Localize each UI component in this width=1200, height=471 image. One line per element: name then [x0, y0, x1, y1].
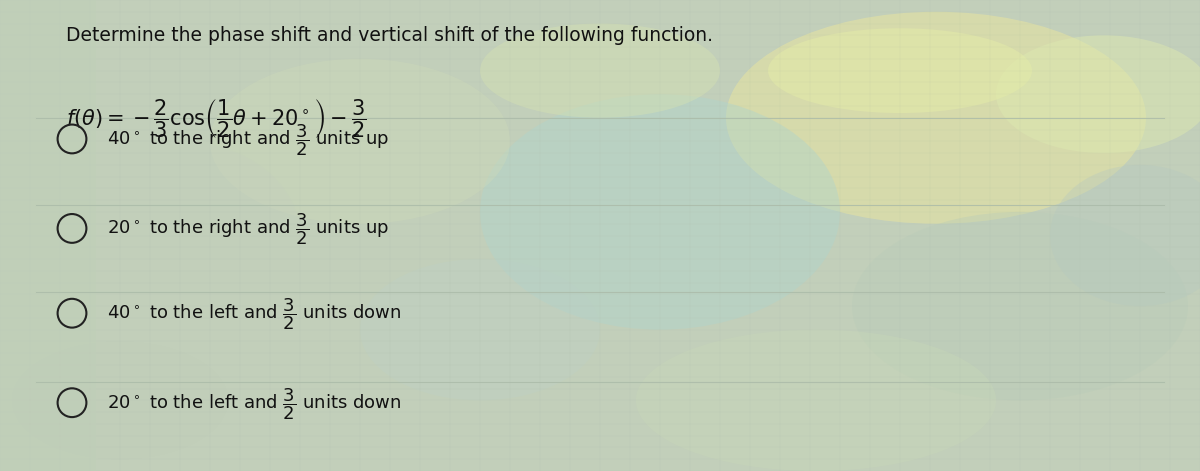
Ellipse shape — [210, 59, 510, 224]
Bar — [0, 0, 96, 471]
Ellipse shape — [768, 28, 1032, 113]
Text: $f(\theta) = -\dfrac{2}{3}\cos\!\left(\dfrac{1}{2}\theta + 20^\circ\right) - \df: $f(\theta) = -\dfrac{2}{3}\cos\!\left(\d… — [66, 97, 367, 139]
Ellipse shape — [996, 35, 1200, 153]
Ellipse shape — [480, 24, 720, 118]
Ellipse shape — [852, 212, 1188, 400]
Ellipse shape — [1050, 165, 1200, 306]
Ellipse shape — [60, 141, 300, 330]
Text: $20^\circ$ to the left and $\dfrac{3}{2}$ units down: $20^\circ$ to the left and $\dfrac{3}{2}… — [107, 386, 401, 422]
Text: $40^\circ$ to the left and $\dfrac{3}{2}$ units down: $40^\circ$ to the left and $\dfrac{3}{2}… — [107, 296, 401, 332]
Ellipse shape — [360, 259, 600, 400]
Ellipse shape — [726, 12, 1146, 224]
Ellipse shape — [12, 341, 228, 459]
Ellipse shape — [480, 94, 840, 330]
Text: $40^\circ$ to the right and $\dfrac{3}{2}$ units up: $40^\circ$ to the right and $\dfrac{3}{2… — [107, 122, 389, 158]
Text: Determine the phase shift and vertical shift of the following function.: Determine the phase shift and vertical s… — [66, 26, 713, 45]
Ellipse shape — [636, 330, 996, 471]
Text: $20^\circ$ to the right and $\dfrac{3}{2}$ units up: $20^\circ$ to the right and $\dfrac{3}{2… — [107, 211, 389, 247]
